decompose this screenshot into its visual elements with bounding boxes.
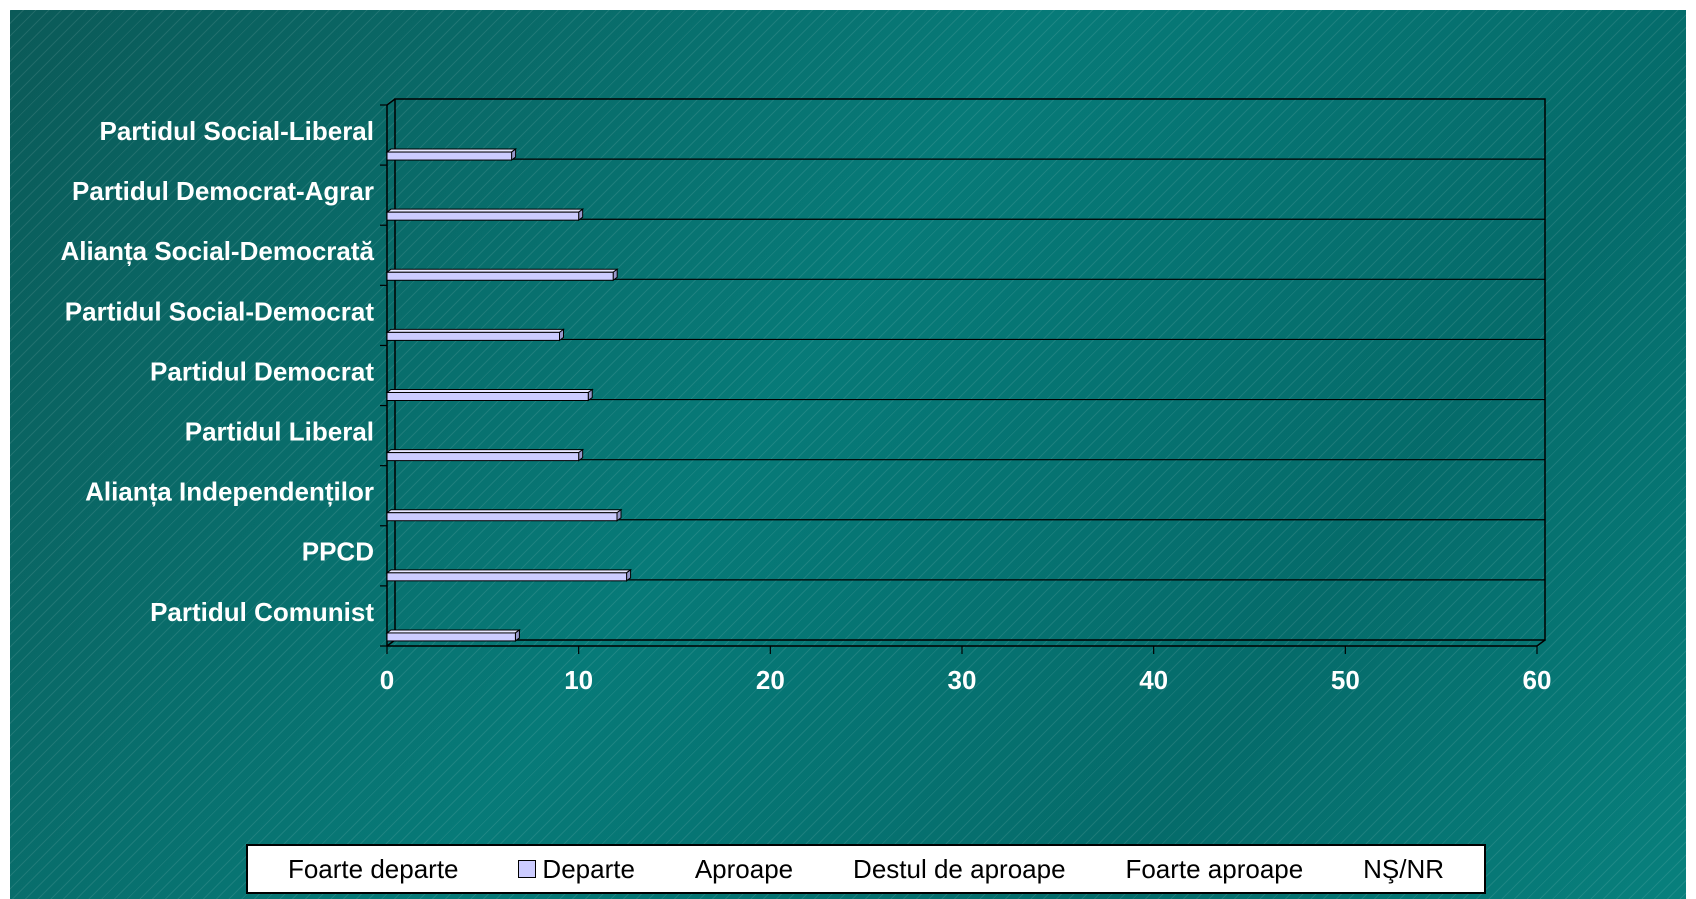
x-tick-label: 10 [564, 665, 593, 695]
category-label: PPCD [302, 537, 374, 567]
category-label: Alianța Independenților [85, 477, 374, 507]
legend-label: Destul de aproape [853, 853, 1066, 884]
x-tick-label: 0 [380, 665, 394, 695]
chart-slide: 0 10 20 30 40 50 60 Partidul Social-Liberal Part… [10, 10, 1686, 899]
x-tick-label: 20 [756, 665, 785, 695]
bar [385, 388, 594, 402]
depth-edge [386, 98, 396, 106]
bar [385, 268, 619, 282]
bar-front [386, 271, 614, 281]
bar-front [386, 632, 516, 642]
legend-item: NŞ/NR [1363, 854, 1444, 885]
bar-front [386, 572, 628, 582]
bar [385, 568, 633, 582]
bar [385, 328, 565, 342]
category-label: Alianța Social-Democrată [60, 236, 374, 266]
legend-swatch [518, 860, 537, 878]
legend-item: Foarte departe [288, 854, 459, 885]
legend-item: Departe [518, 854, 635, 885]
legend-label: NŞ/NR [1363, 853, 1445, 884]
legend-label: Departe [542, 853, 635, 884]
category-label: Partidul Comunist [150, 597, 374, 627]
bar [385, 148, 518, 162]
legend-item: Foarte aproape [1125, 854, 1303, 885]
category-label: Partidul Liberal [185, 416, 374, 446]
x-tick-label: 50 [1331, 665, 1360, 695]
legend: Foarte departe Departe Aproape Destul de ap… [246, 844, 1486, 894]
legend-item: Destul de aproape [853, 854, 1065, 885]
x-tick-label: 30 [948, 665, 977, 695]
bar-front [386, 331, 560, 341]
bar [385, 208, 585, 222]
bar-front [386, 392, 589, 401]
x-tick-label: 60 [1523, 665, 1552, 695]
legend-item: Aproape [695, 854, 793, 885]
category-label: Partidul Democrat-Agrar [72, 176, 374, 206]
legend-label: Aproape [694, 853, 794, 884]
legend-label: Foarte aproape [1125, 853, 1304, 884]
category-label: Partidul Social-Democrat [65, 296, 375, 326]
legend-label: Foarte departe [287, 853, 459, 884]
bar-front [386, 452, 580, 462]
depth-edge [1536, 639, 1546, 647]
plot-back-wall [394, 98, 1546, 641]
category-label: Partidul Democrat [150, 356, 374, 386]
bar-front [386, 512, 618, 522]
bar [385, 508, 623, 522]
bar-front [386, 211, 580, 221]
bar-front [386, 151, 513, 161]
bar [385, 628, 521, 642]
x-tick-label: 40 [1139, 665, 1168, 695]
bar-chart: 0 10 20 30 40 50 60 Partidul Social-Liberal Part… [60, 98, 1552, 695]
category-label: Partidul Social-Liberal [99, 116, 374, 146]
bar [385, 448, 585, 462]
